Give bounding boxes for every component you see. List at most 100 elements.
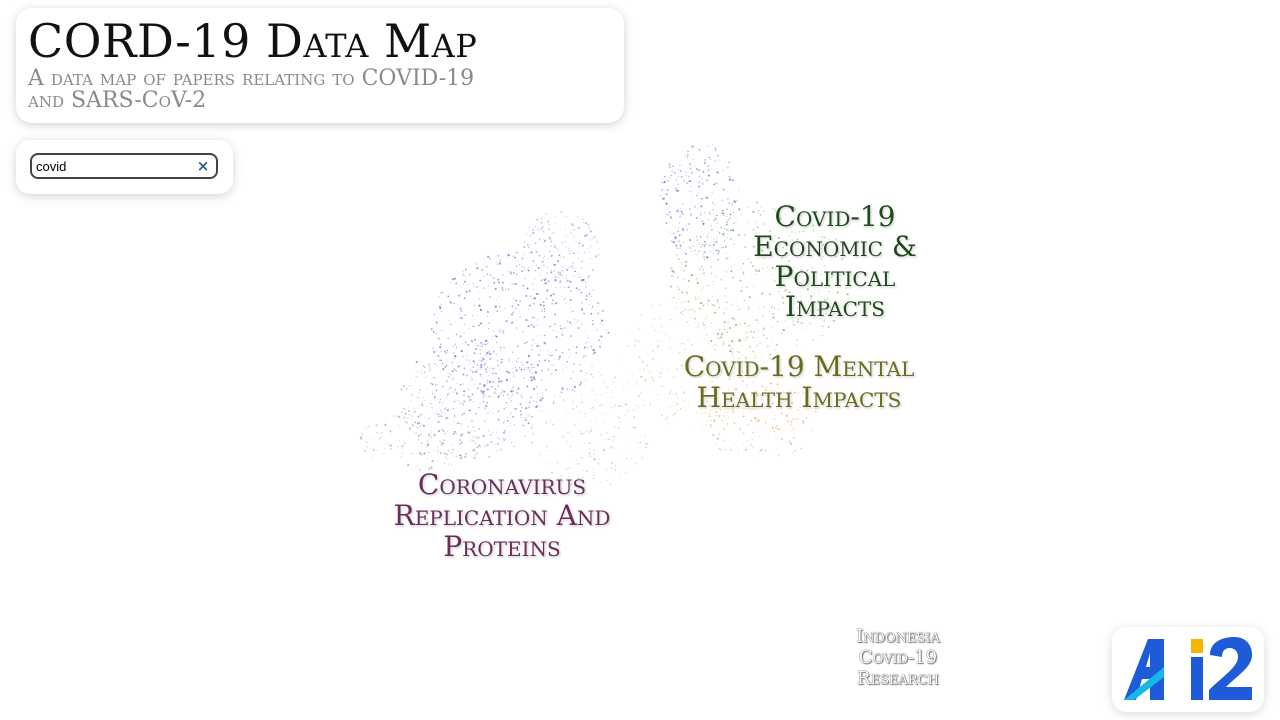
map-point: [794, 232, 797, 235]
map-point: [398, 426, 401, 429]
map-point: [636, 384, 639, 387]
map-point: [561, 269, 564, 272]
ai2-logo-panel[interactable]: [1112, 627, 1264, 712]
map-point: [691, 171, 693, 174]
map-point: [624, 472, 627, 474]
map-point: [568, 476, 570, 478]
map-point: [587, 336, 589, 339]
map-point: [669, 207, 671, 209]
map-point: [433, 376, 436, 379]
map-point: [703, 414, 705, 415]
map-point: [553, 244, 555, 246]
map-point: [472, 401, 474, 403]
map-point: [548, 280, 550, 282]
map-point: [684, 348, 686, 350]
map-point: [459, 308, 462, 310]
map-point: [674, 236, 677, 239]
map-point: [751, 408, 753, 411]
map-point: [454, 430, 456, 433]
map-point: [712, 433, 715, 437]
map-point: [773, 307, 776, 309]
map-point: [759, 279, 761, 281]
map-point: [464, 410, 466, 412]
map-points: [359, 143, 849, 489]
map-point: [670, 240, 673, 243]
cluster-label-economic[interactable]: Covid-19 Economic & Political Impacts: [746, 202, 924, 322]
map-point: [451, 444, 454, 446]
map-point: [558, 277, 560, 278]
search-input[interactable]: [36, 157, 196, 175]
map-point: [457, 422, 460, 425]
map-point: [400, 410, 403, 413]
map-point: [527, 325, 530, 328]
map-point: [756, 226, 759, 229]
close-icon[interactable]: ×: [196, 157, 210, 175]
map-point: [431, 384, 433, 386]
map-point: [416, 396, 419, 399]
map-point: [786, 228, 788, 230]
map-point: [366, 427, 368, 429]
map-point: [811, 276, 813, 278]
map-point: [810, 246, 812, 248]
map-point: [769, 293, 771, 295]
cluster-label-mental-health[interactable]: Covid-19 Mental Health Impacts: [672, 351, 926, 413]
map-point: [565, 216, 568, 218]
map-point: [751, 431, 754, 434]
map-point: [733, 238, 735, 239]
map-point: [478, 444, 481, 447]
map-point: [781, 256, 784, 259]
map-point: [714, 218, 717, 221]
map-point: [425, 376, 427, 378]
map-point: [738, 228, 740, 230]
map-point: [607, 331, 610, 334]
map-point: [817, 308, 820, 312]
map-point: [679, 311, 681, 314]
map-point: [512, 386, 515, 388]
map-point: [547, 280, 550, 282]
search-panel: ×: [16, 140, 233, 194]
map-point: [476, 286, 478, 288]
map-point: [550, 269, 552, 271]
map-point: [476, 352, 478, 354]
map-point: [739, 268, 742, 270]
map-point: [836, 248, 839, 250]
map-point: [726, 257, 728, 260]
map-point: [583, 312, 585, 315]
map-point: [448, 372, 451, 375]
cluster-label-replication[interactable]: Coronavirus Replication And Proteins: [376, 469, 628, 562]
map-point: [717, 302, 719, 304]
map-point: [835, 317, 837, 319]
map-point: [522, 284, 525, 287]
map-point: [516, 345, 519, 348]
map-point: [512, 372, 514, 374]
cluster-label-indonesia[interactable]: Indonesia Covid-19 Research: [838, 626, 958, 689]
map-point: [722, 188, 725, 191]
map-point: [694, 321, 697, 324]
map-point: [748, 346, 751, 348]
map-point: [706, 334, 708, 336]
map-point: [722, 343, 725, 346]
map-point: [717, 258, 719, 261]
map-point: [544, 282, 548, 285]
map-point: [735, 443, 736, 445]
map-point: [461, 429, 463, 431]
map-point: [776, 383, 778, 385]
map-point: [703, 251, 706, 254]
map-point: [544, 359, 547, 362]
map-point: [478, 324, 480, 327]
map-point: [572, 454, 574, 457]
map-point: [743, 233, 746, 237]
map-point: [677, 168, 679, 170]
map-point: [466, 374, 469, 377]
map-point: [640, 391, 643, 394]
map-point: [434, 395, 436, 398]
map-point: [728, 176, 730, 178]
map-point: [505, 401, 508, 404]
map-point: [681, 212, 684, 215]
map-point: [477, 369, 479, 371]
map-point: [533, 366, 535, 369]
map-point: [530, 396, 533, 399]
map-point: [739, 279, 742, 282]
map-point: [574, 270, 576, 273]
